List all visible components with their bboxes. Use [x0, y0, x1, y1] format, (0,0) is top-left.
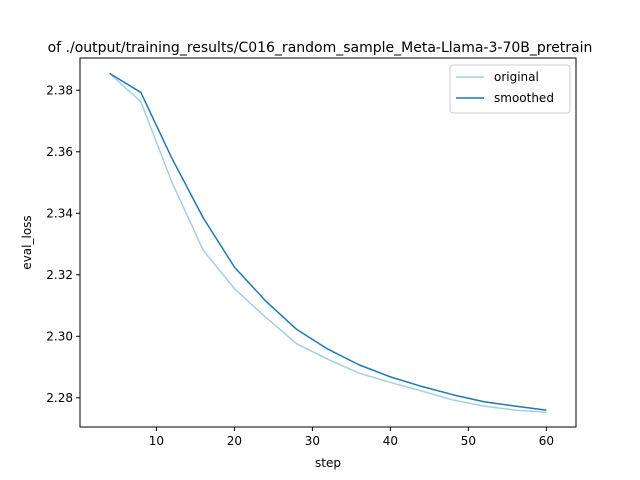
legend-label-original: original: [494, 70, 539, 84]
y-tick-label: 2.34: [46, 206, 73, 220]
y-tick-label: 2.28: [46, 391, 73, 405]
x-axis-label: step: [315, 456, 341, 470]
x-tick-label: 30: [305, 434, 320, 448]
y-axis: 2.28 2.30 2.32 2.34 2.36 2.38: [46, 83, 80, 405]
y-tick-label: 2.36: [46, 145, 73, 159]
series-line-smoothed: [109, 72, 547, 411]
x-axis: 10 20 30 40 50 60: [149, 427, 554, 448]
x-tick-label: 60: [539, 434, 554, 448]
legend-label-smoothed: smoothed: [494, 91, 554, 105]
x-tick-label: 50: [461, 434, 476, 448]
y-tick-label: 2.30: [46, 329, 73, 343]
y-tick-label: 2.38: [46, 83, 73, 97]
x-tick-label: 40: [383, 434, 398, 448]
chart-title: of ./output/training_results/C016_random…: [48, 40, 593, 56]
x-tick-label: 10: [149, 434, 164, 448]
x-tick-label: 20: [227, 434, 242, 448]
y-axis-label: eval_loss: [20, 215, 34, 269]
plot-area: [79, 57, 577, 428]
series-line-original: [109, 72, 547, 413]
series-layer: [109, 72, 547, 413]
y-tick-label: 2.32: [46, 268, 73, 282]
legend: original smoothed: [449, 64, 571, 114]
